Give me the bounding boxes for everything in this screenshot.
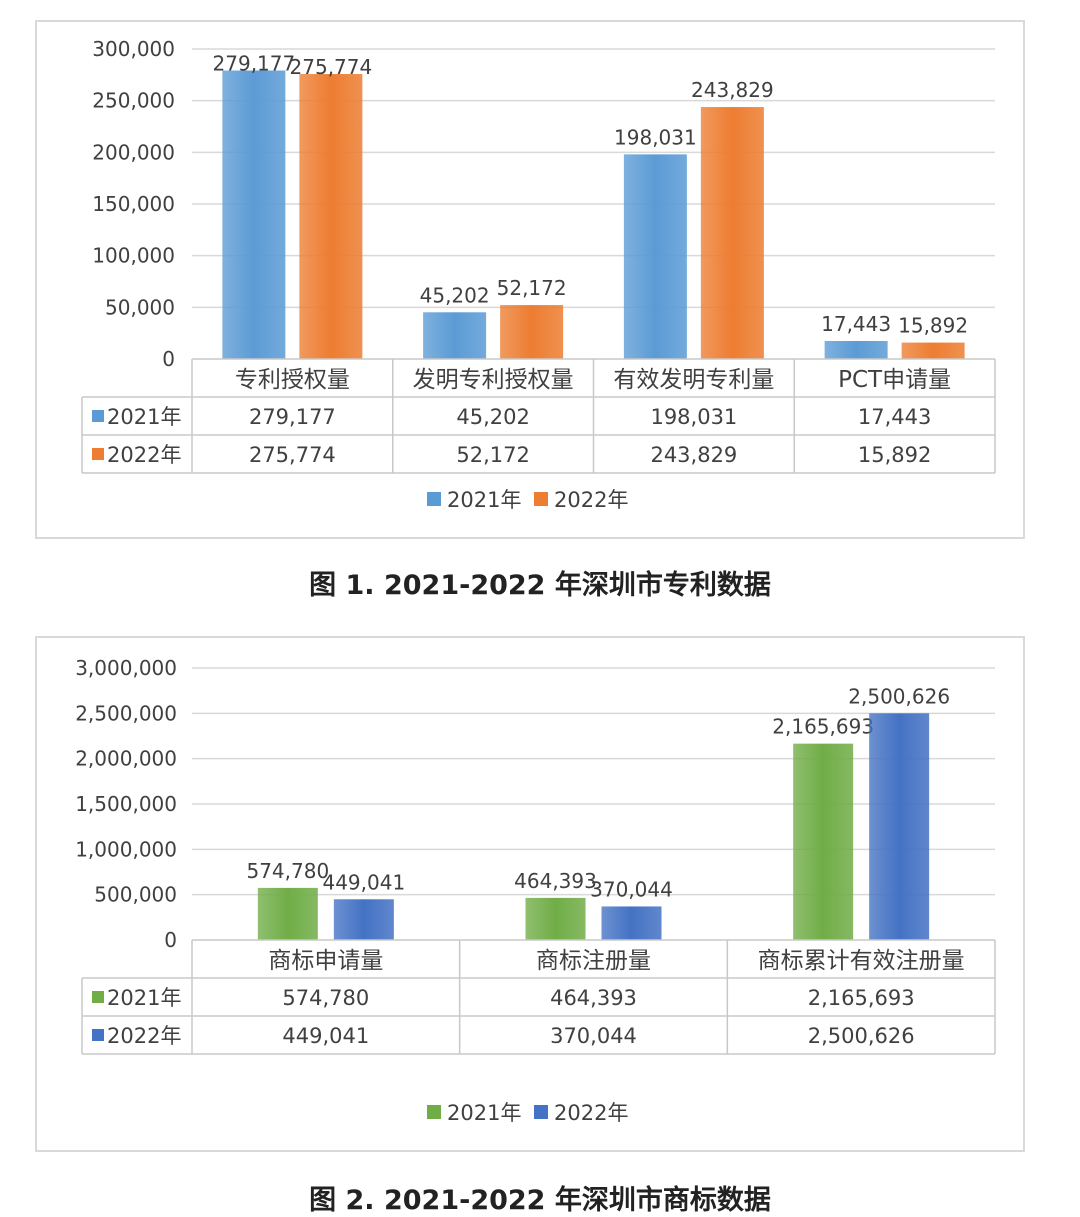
- bar-2022-cat-3: [869, 713, 930, 940]
- legend-label: 2021年: [447, 1101, 521, 1125]
- y-tick-label: 150,000: [92, 192, 175, 216]
- bar-2022-cat-1: [333, 899, 394, 940]
- y-tick-label: 200,000: [92, 140, 175, 164]
- data-label: 198,031: [614, 125, 697, 149]
- y-tick-label: 50,000: [105, 295, 175, 319]
- data-label: 370,044: [590, 877, 673, 901]
- table-cell: 2,165,693: [808, 986, 915, 1010]
- trademark-chart-panel: 0 500,000 1,000,000 1,500,000 2,000,000 2,500…: [35, 636, 1025, 1152]
- y-tick-label: 500,000: [94, 883, 177, 907]
- table-cell: 449,041: [282, 1024, 369, 1048]
- legend-swatch-2022: [534, 1105, 548, 1119]
- category-label: 商标累计有效注册量: [758, 948, 965, 974]
- table-cell: 198,031: [650, 405, 737, 429]
- y-tick-label: 3,000,000: [75, 656, 177, 680]
- series-key-2022: [92, 448, 104, 460]
- bar-2022-cat-1: [299, 74, 363, 359]
- table-cell: 52,172: [456, 443, 529, 467]
- data-label: 15,892: [898, 314, 968, 338]
- series-row-label: 2022年: [107, 443, 181, 467]
- series-row-label: 2022年: [107, 1024, 181, 1048]
- bar-2022-cat-2: [500, 305, 564, 359]
- legend-label: 2021年: [447, 488, 521, 512]
- data-label: 275,774: [290, 55, 373, 79]
- legend-swatch-2021: [427, 1105, 441, 1119]
- bar-2021-cat-1: [222, 70, 286, 360]
- table-cell: 574,780: [282, 986, 369, 1010]
- category-label: PCT申请量: [838, 367, 951, 393]
- series-key-2021: [92, 991, 104, 1003]
- data-label: 574,780: [246, 859, 329, 883]
- bar-2021-cat-2: [525, 897, 586, 940]
- bar-2022-cat-3: [700, 107, 764, 359]
- data-label: 2,165,693: [772, 715, 874, 739]
- bar-2021-cat-1: [257, 887, 318, 940]
- y-tick-label: 2,500,000: [75, 701, 177, 725]
- y-tick-label: 1,000,000: [75, 837, 177, 861]
- patent-chart: 0 50,000 100,000 150,000 200,000 250,000 300,0…: [81, 37, 996, 512]
- bar-2021-cat-4: [824, 340, 888, 359]
- legend-label: 2022年: [554, 1101, 628, 1125]
- table-cell: 17,443: [858, 405, 931, 429]
- y-tick-label: 2,000,000: [75, 747, 177, 771]
- table-cell: 464,393: [550, 986, 637, 1010]
- data-label: 243,829: [691, 78, 774, 102]
- y-tick-label: 1,500,000: [75, 792, 177, 816]
- table-cell: 2,500,626: [808, 1024, 915, 1048]
- patent-chart-panel: 0 50,000 100,000 150,000 200,000 250,000 300,0…: [35, 20, 1025, 539]
- category-label: 发明专利授权量: [413, 367, 574, 393]
- category-label: 商标申请量: [268, 948, 383, 974]
- series-key-2022: [92, 1029, 104, 1041]
- data-label: 17,443: [821, 312, 891, 336]
- category-label: 专利授权量: [235, 367, 350, 393]
- y-tick-label: 0: [164, 928, 177, 952]
- y-tick-label: 300,000: [92, 37, 175, 61]
- bar-2021-cat-2: [423, 312, 487, 359]
- y-tick-label: 100,000: [92, 244, 175, 268]
- patent-chart-caption: 图 1. 2021-2022 年深圳市专利数据: [309, 570, 771, 601]
- series-row-label: 2021年: [107, 986, 181, 1010]
- legend-swatch-2021: [427, 492, 441, 506]
- data-label: 2,500,626: [848, 684, 950, 708]
- table-cell: 279,177: [249, 405, 336, 429]
- legend-label: 2022年: [554, 488, 628, 512]
- data-label: 279,177: [213, 52, 296, 76]
- bar-2021-cat-3: [793, 743, 854, 940]
- bar-2022-cat-4: [901, 342, 965, 359]
- y-tick-label: 0: [162, 347, 175, 371]
- data-label: 45,202: [420, 283, 490, 307]
- legend-swatch-2022: [534, 492, 548, 506]
- data-label: 449,041: [322, 870, 405, 894]
- data-label: 464,393: [514, 869, 597, 893]
- category-label: 商标注册量: [536, 948, 651, 974]
- trademark-chart: 0 500,000 1,000,000 1,500,000 2,000,000 2,500…: [75, 656, 996, 1125]
- bar-2021-cat-3: [623, 154, 687, 359]
- data-label: 52,172: [497, 276, 567, 300]
- table-cell: 243,829: [650, 443, 737, 467]
- category-label: 有效发明专利量: [613, 367, 774, 393]
- series-row-label: 2021年: [107, 405, 181, 429]
- trademark-chart-caption: 图 2. 2021-2022 年深圳市商标数据: [309, 1185, 771, 1216]
- table-cell: 370,044: [550, 1024, 637, 1048]
- table-cell: 15,892: [858, 443, 931, 467]
- table-cell: 45,202: [456, 405, 529, 429]
- y-tick-label: 250,000: [92, 89, 175, 113]
- table-cell: 275,774: [249, 443, 336, 467]
- bar-2022-cat-2: [601, 906, 662, 940]
- series-key-2021: [92, 410, 104, 422]
